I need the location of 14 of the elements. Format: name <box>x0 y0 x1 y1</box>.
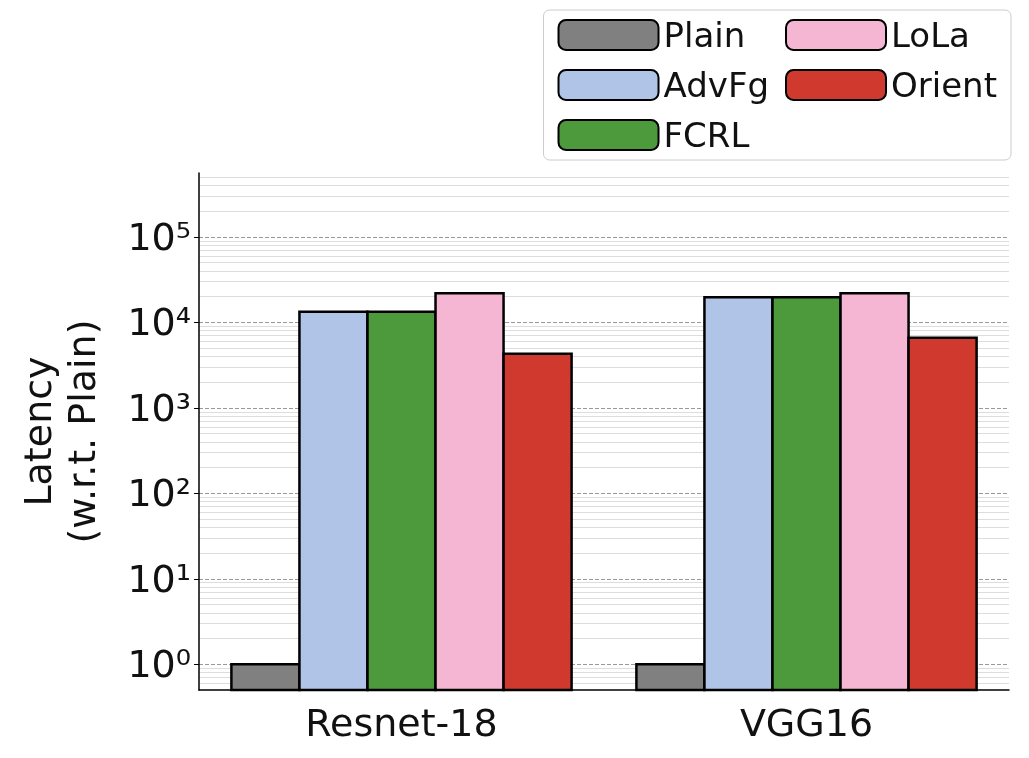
legend-label: AdvFg <box>663 65 770 105</box>
y-axis-title: Latency (w.r.t. Plain) <box>16 319 104 544</box>
legend-label: FCRL <box>663 115 750 155</box>
y-tick-label: 10² <box>127 471 191 516</box>
y-tick-label: 10⁰ <box>127 642 191 687</box>
y-tick-label: 10¹ <box>127 556 191 601</box>
x-tick-label: VGG16 <box>739 701 874 745</box>
y-tick-label: 10³ <box>127 385 191 430</box>
x-tick-label: Resnet-18 <box>305 701 498 745</box>
legend-label: Plain <box>663 15 746 55</box>
y-tick-label: 10⁴ <box>127 300 191 345</box>
legend-label: LoLa <box>891 15 970 55</box>
y-tick-label: 10⁵ <box>127 214 191 259</box>
legend-label: Orient <box>891 65 997 105</box>
